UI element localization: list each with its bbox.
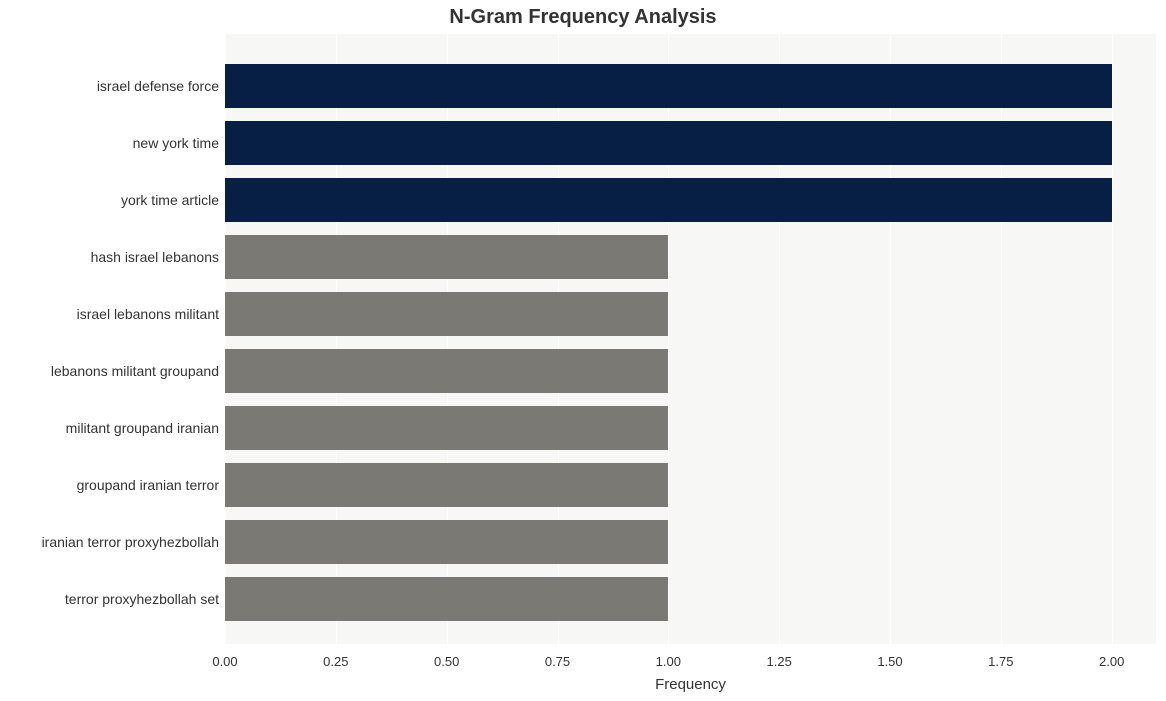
bar xyxy=(225,64,1112,108)
ngram-chart: N-Gram Frequency Analysis Frequency 0.00… xyxy=(0,0,1166,701)
y-tick-label: hash israel lebanons xyxy=(91,249,219,265)
bar xyxy=(225,235,668,279)
x-tick-label: 1.00 xyxy=(656,654,681,669)
bar xyxy=(225,463,668,507)
y-tick-label: groupand iranian terror xyxy=(77,477,219,493)
y-tick-label: israel defense force xyxy=(97,78,219,94)
y-tick-label: new york time xyxy=(133,135,219,151)
x-axis-title: Frequency xyxy=(225,676,1156,693)
chart-title: N-Gram Frequency Analysis xyxy=(0,6,1166,29)
bar xyxy=(225,520,668,564)
bar xyxy=(225,178,1112,222)
x-tick-label: 1.50 xyxy=(877,654,902,669)
bar xyxy=(225,406,668,450)
grid-line xyxy=(1112,34,1113,644)
y-tick-label: york time article xyxy=(121,192,219,208)
y-tick-label: israel lebanons militant xyxy=(77,306,219,322)
bar xyxy=(225,349,668,393)
y-tick-label: militant groupand iranian xyxy=(66,420,219,436)
x-tick-label: 0.25 xyxy=(323,654,348,669)
bar xyxy=(225,292,668,336)
x-tick-label: 0.50 xyxy=(434,654,459,669)
y-tick-label: lebanons militant groupand xyxy=(51,363,219,379)
bar xyxy=(225,121,1112,165)
plot-area: Frequency 0.000.250.500.751.001.251.501.… xyxy=(225,34,1156,644)
y-tick-label: iranian terror proxyhezbollah xyxy=(42,534,219,550)
x-tick-label: 1.75 xyxy=(988,654,1013,669)
x-tick-label: 2.00 xyxy=(1099,654,1124,669)
x-tick-label: 1.25 xyxy=(767,654,792,669)
y-tick-label: terror proxyhezbollah set xyxy=(65,591,219,607)
x-tick-label: 0.75 xyxy=(545,654,570,669)
bar xyxy=(225,577,668,621)
x-tick-label: 0.00 xyxy=(212,654,237,669)
